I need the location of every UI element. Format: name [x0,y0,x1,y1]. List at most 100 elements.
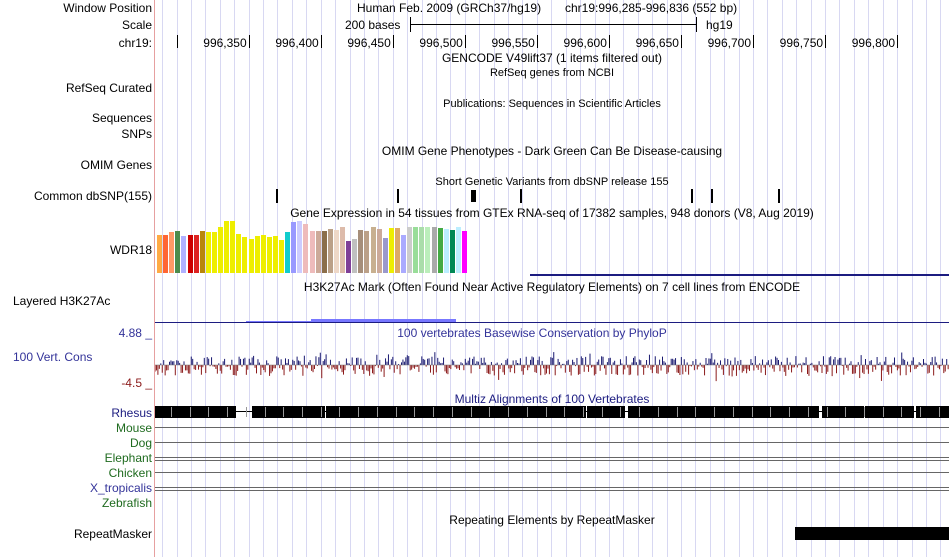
gtex-bar[interactable] [272,235,278,273]
gtex-bar[interactable] [382,237,388,273]
gtex-bar[interactable] [449,229,455,273]
rhesus-aligned-block[interactable] [326,406,586,418]
gtex-bar[interactable] [285,231,291,273]
gtex-bar[interactable] [230,221,236,273]
gtex-bar[interactable] [425,227,431,273]
gtex-bar[interactable] [333,229,339,273]
snp-tick[interactable] [777,189,780,203]
rhesus-aligned-block[interactable] [155,406,236,418]
ruler-tick-label: 996,800 [851,36,896,50]
gtex-bar[interactable] [437,228,443,273]
track-label-omim[interactable]: OMIM Genes [80,158,152,172]
gtex-bar[interactable] [187,234,193,273]
track-label-refseq[interactable]: RefSeq Curated [65,81,152,95]
track-label-cons[interactable]: 100 Vert. Cons [13,350,93,364]
gtex-bar[interactable] [455,226,461,273]
gtex-bar[interactable] [218,227,224,273]
gtex-bar[interactable] [303,223,309,273]
gtex-bar[interactable] [175,230,181,273]
gtex-bar[interactable] [291,222,297,273]
species-dog[interactable]: Dog [129,436,152,450]
ruler-tick [608,35,610,48]
gtex-bar[interactable] [370,227,376,273]
gtex-bar[interactable] [193,234,199,273]
gtex-bar[interactable] [364,231,370,273]
gtex-bar[interactable] [224,221,230,273]
rhesus-base-mark [526,407,528,417]
gtex-bar[interactable] [236,234,242,273]
snp-tick[interactable] [397,189,400,203]
gtex-bar[interactable] [346,240,352,273]
gtex-bar[interactable] [211,232,217,273]
track-label-dbsnp[interactable]: Common dbSNP(155) [33,189,152,203]
repeatmasker-element[interactable] [794,527,949,540]
species-xtropicalis[interactable]: X_tropicalis [89,481,152,495]
gtex-bar[interactable] [248,239,254,273]
gtex-bar[interactable] [376,228,382,273]
gtex-bar[interactable] [181,235,187,273]
gtex-bar[interactable] [205,231,211,273]
gtex-bar[interactable] [315,231,321,273]
gtex-bar[interactable] [462,231,468,273]
species-zebrafish[interactable]: Zebrafish [101,496,152,510]
snp-tick[interactable] [711,189,714,203]
grid-line [565,0,567,557]
gencode-title[interactable]: GENCODE V49lift37 (1 items filtered out) [441,51,663,65]
h3k27ac-signal-segment[interactable] [310,319,457,322]
rhesus-base-mark [863,407,865,417]
gtex-bar[interactable] [394,228,400,273]
species-elephant[interactable]: Elephant [104,451,152,465]
track-label-sequences[interactable]: Sequences [91,111,152,125]
cons-min-label: -4.5 _ [121,376,152,390]
gtex-bar[interactable] [327,228,333,273]
snp-tick[interactable] [691,189,694,203]
phylop-wiggle[interactable] [155,340,949,390]
track-label-wdr18[interactable]: WDR18 [109,243,152,257]
position-range: chr19:996,285-996,836 (552 bp) [565,1,738,15]
gtex-bar[interactable] [419,227,425,273]
gtex-bar[interactable] [358,230,364,273]
gtex-bar[interactable] [266,236,272,273]
track-label-repeatmasker[interactable]: RepeatMasker [73,527,152,541]
gtex-bar[interactable] [297,221,303,273]
species-mouse[interactable]: Mouse [115,421,152,435]
gtex-bar[interactable] [242,236,248,273]
track-label-h3k27ac[interactable]: Layered H3K27Ac [13,294,111,308]
gtex-bar[interactable] [254,235,260,273]
gtex-bar[interactable] [443,228,449,273]
species-chicken[interactable]: Chicken [108,466,152,480]
gtex-bar[interactable] [163,234,169,273]
gtex-bar[interactable] [340,227,346,273]
gtex-bar[interactable] [413,226,419,273]
grid-line [666,0,668,557]
snp-box[interactable] [470,190,477,202]
rhesus-base-mark [845,407,847,417]
ruler-tick-label: 996,600 [563,36,607,50]
grid-line [882,0,884,557]
track-label-snps[interactable]: SNPs [121,127,152,141]
snp-tick[interactable] [276,189,279,203]
species-rhesus[interactable]: Rhesus [111,406,152,420]
rhesus-aligned-block[interactable] [822,406,864,418]
gtex-bar[interactable] [260,234,266,273]
rhesus-aligned-block[interactable] [251,406,326,418]
gtex-bar[interactable] [431,226,437,273]
rhesus-aligned-block[interactable] [865,406,915,418]
rhesus-aligned-block[interactable] [915,406,949,418]
gtex-bar[interactable] [321,231,327,273]
rhesus-aligned-block[interactable] [587,406,625,418]
gtex-bar[interactable] [279,239,285,273]
gtex-bar[interactable] [388,228,394,273]
gtex-bar[interactable] [401,234,407,273]
gtex-bar[interactable] [199,230,205,273]
gtex-bar[interactable] [352,238,358,273]
gtex-bar[interactable] [169,231,175,273]
rhesus-aligned-block[interactable] [627,406,820,418]
rhesus-base-mark [807,407,809,417]
gtex-bar[interactable] [309,231,315,273]
snp-tick[interactable] [519,189,522,203]
h3k27ac-signal-segment[interactable] [245,321,311,322]
gtex-bar[interactable] [407,226,413,273]
grid-line [493,0,495,557]
gtex-bar[interactable] [157,234,163,273]
